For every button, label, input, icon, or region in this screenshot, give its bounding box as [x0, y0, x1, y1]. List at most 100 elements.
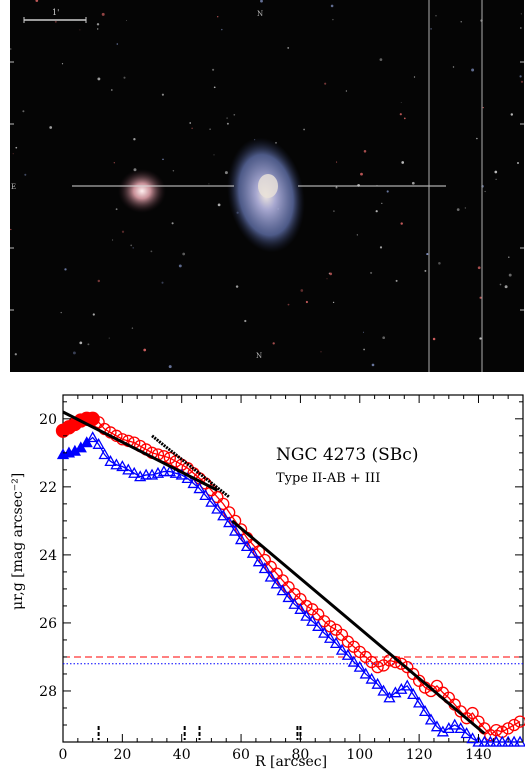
star — [161, 281, 164, 284]
fit-line-3 — [231, 519, 486, 735]
star — [400, 222, 403, 225]
star — [504, 285, 508, 289]
star — [375, 210, 378, 213]
series-2-point — [460, 727, 473, 739]
star — [116, 43, 119, 45]
star — [519, 27, 522, 29]
star — [101, 12, 105, 16]
star — [113, 162, 115, 164]
series-2-point — [341, 648, 355, 660]
star — [345, 90, 348, 92]
star — [212, 68, 215, 71]
star — [224, 171, 228, 175]
x-tick-label: 40 — [173, 747, 191, 763]
star — [97, 28, 99, 30]
star — [508, 256, 510, 258]
star — [126, 20, 128, 21]
star — [477, 266, 481, 270]
star — [432, 337, 436, 341]
series-2-point — [413, 696, 426, 708]
series-2-point — [401, 679, 414, 691]
series-2-point — [300, 609, 313, 621]
fit-line-2 — [151, 434, 231, 499]
marker-bottom: N — [256, 352, 262, 360]
series-2-point — [472, 735, 485, 747]
plot-frame — [62, 394, 524, 743]
star — [79, 341, 83, 345]
star — [438, 262, 441, 265]
star — [379, 246, 383, 249]
star — [386, 190, 389, 193]
series-2-point — [377, 684, 390, 696]
star — [213, 154, 215, 156]
chart-title: NGC 4273 (SBc) — [276, 445, 418, 465]
star — [426, 253, 429, 256]
star — [96, 23, 100, 26]
chart-subtitle: Type II-AB + III — [276, 471, 380, 486]
star — [12, 153, 14, 155]
series-2-point — [92, 437, 105, 449]
series-2-point — [359, 667, 372, 679]
star — [221, 28, 223, 31]
star — [403, 117, 406, 120]
star — [320, 351, 322, 353]
star — [191, 127, 193, 129]
star — [471, 68, 475, 72]
star — [172, 170, 175, 172]
star — [336, 161, 338, 163]
star — [456, 208, 460, 211]
star — [133, 138, 136, 141]
star — [479, 296, 482, 299]
x-tick-label: 140 — [465, 747, 492, 763]
series-2-point — [371, 677, 384, 689]
star — [371, 363, 375, 367]
star — [9, 48, 12, 50]
galaxy-image-panel: 1' N E N — [9, 0, 524, 372]
series-2-point — [157, 465, 171, 477]
series-2-point — [229, 524, 242, 536]
star — [330, 4, 334, 8]
series-2-point — [502, 735, 515, 747]
star — [143, 348, 147, 352]
series-2-point — [312, 619, 325, 631]
star — [260, 0, 263, 3]
series-1-point — [163, 451, 176, 465]
series-2-point — [199, 489, 212, 501]
star — [213, 86, 216, 89]
star — [400, 102, 402, 103]
star — [61, 63, 64, 65]
star — [130, 244, 133, 247]
star — [333, 210, 335, 212]
profile-chart-panel: 0 20 40 60 80 100 120 140 20 22 24 26 28 NGC 4273 (S… — [0, 380, 525, 771]
star — [335, 186, 338, 189]
series-2-point — [211, 502, 224, 514]
x-tick-label: 0 — [59, 747, 68, 763]
y-tick-label: 26 — [39, 616, 57, 632]
star — [123, 76, 126, 79]
series-2-point — [478, 735, 491, 747]
series-2-point — [335, 643, 349, 655]
series-2-point — [98, 448, 111, 460]
star — [97, 279, 101, 283]
scale-bar-label: 1' — [52, 8, 59, 17]
y-tick-label: 28 — [39, 684, 57, 700]
star — [161, 93, 164, 96]
series-2-point — [205, 495, 218, 507]
star — [97, 77, 101, 81]
star — [14, 353, 17, 356]
star — [182, 252, 186, 256]
series-1-point — [513, 715, 525, 728]
star — [244, 319, 247, 323]
series-1-point — [466, 706, 479, 720]
x-tick-label: 120 — [406, 747, 433, 763]
series-1-point — [395, 657, 408, 670]
series-2-point — [234, 533, 248, 545]
star — [381, 202, 383, 205]
series-2-point — [258, 562, 271, 574]
star — [401, 161, 405, 164]
star — [517, 162, 519, 164]
star — [482, 106, 484, 109]
star — [508, 273, 512, 277]
series-2-point — [110, 458, 123, 470]
series-2-point — [353, 660, 366, 672]
